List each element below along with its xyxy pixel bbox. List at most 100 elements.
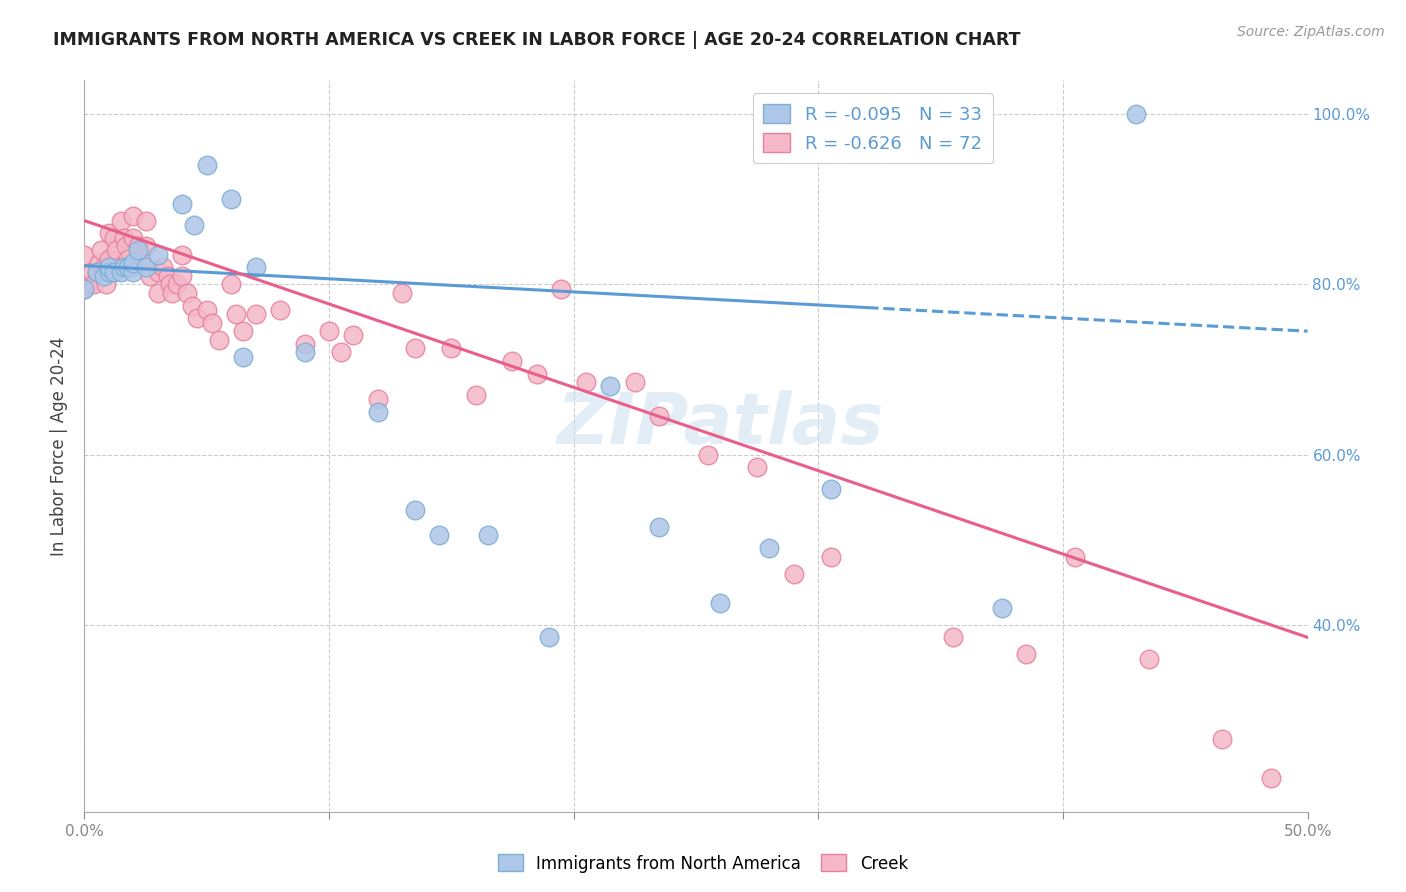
- Point: [146, 247, 169, 261]
- Point: [820, 482, 842, 496]
- Point: [1260, 771, 1282, 785]
- Point: [1137, 651, 1160, 665]
- Legend: R = -0.095   N = 33, R = -0.626   N = 72: R = -0.095 N = 33, R = -0.626 N = 72: [752, 93, 993, 163]
- Point: [208, 333, 231, 347]
- Point: [73, 282, 96, 296]
- Point: [181, 299, 204, 313]
- Point: [820, 549, 842, 564]
- Point: [129, 252, 152, 266]
- Text: IMMIGRANTS FROM NORTH AMERICA VS CREEK IN LABOR FORCE | AGE 20-24 CORRELATION CH: IMMIGRANTS FROM NORTH AMERICA VS CREEK I…: [53, 31, 1021, 49]
- Point: [648, 520, 671, 534]
- Point: [93, 260, 115, 275]
- Point: [219, 277, 242, 292]
- Point: [1015, 648, 1038, 662]
- Point: [122, 256, 145, 270]
- Point: [294, 337, 316, 351]
- Text: Source: ZipAtlas.com: Source: ZipAtlas.com: [1237, 25, 1385, 39]
- Point: [404, 503, 426, 517]
- Point: [225, 307, 247, 321]
- Point: [97, 260, 120, 275]
- Point: [942, 631, 965, 645]
- Point: [135, 213, 157, 227]
- Point: [103, 230, 125, 244]
- Y-axis label: In Labor Force | Age 20-24: In Labor Force | Age 20-24: [51, 336, 69, 556]
- Point: [783, 566, 806, 581]
- Point: [747, 460, 769, 475]
- Point: [110, 265, 132, 279]
- Point: [80, 265, 103, 279]
- Point: [86, 265, 108, 279]
- Point: [1125, 107, 1147, 121]
- Point: [117, 252, 139, 266]
- Point: [219, 192, 242, 206]
- Point: [117, 260, 139, 275]
- Point: [166, 277, 188, 292]
- Point: [172, 196, 194, 211]
- Point: [758, 541, 780, 555]
- Point: [172, 247, 194, 261]
- Point: [318, 324, 340, 338]
- Point: [112, 260, 135, 275]
- Point: [135, 239, 157, 253]
- Point: [464, 388, 486, 402]
- Point: [502, 354, 524, 368]
- Legend: Immigrants from North America, Creek: Immigrants from North America, Creek: [492, 847, 914, 880]
- Point: [991, 600, 1014, 615]
- Point: [1211, 732, 1233, 747]
- Point: [97, 227, 120, 241]
- Point: [105, 244, 128, 258]
- Point: [404, 341, 426, 355]
- Point: [342, 328, 364, 343]
- Point: [526, 367, 548, 381]
- Point: [269, 302, 291, 317]
- Point: [440, 341, 463, 355]
- Point: [599, 379, 621, 393]
- Point: [127, 239, 149, 253]
- Point: [367, 405, 389, 419]
- Point: [183, 218, 205, 232]
- Point: [477, 528, 499, 542]
- Point: [330, 345, 353, 359]
- Point: [146, 285, 169, 300]
- Point: [90, 244, 112, 258]
- Point: [186, 311, 208, 326]
- Point: [77, 277, 100, 292]
- Point: [232, 324, 254, 338]
- Point: [115, 239, 138, 253]
- Point: [367, 392, 389, 407]
- Point: [139, 268, 162, 283]
- Point: [96, 277, 118, 292]
- Point: [1064, 549, 1087, 564]
- Point: [200, 316, 222, 330]
- Point: [176, 285, 198, 300]
- Point: [294, 345, 316, 359]
- Point: [648, 409, 671, 424]
- Point: [156, 268, 179, 283]
- Point: [73, 282, 96, 296]
- Point: [146, 265, 169, 279]
- Point: [245, 260, 267, 275]
- Point: [86, 265, 108, 279]
- Point: [83, 277, 105, 292]
- Point: [107, 260, 129, 275]
- Point: [232, 350, 254, 364]
- Point: [391, 285, 413, 300]
- Point: [97, 265, 120, 279]
- Point: [73, 247, 96, 261]
- Point: [120, 260, 142, 275]
- Point: [152, 260, 174, 275]
- Point: [709, 596, 731, 610]
- Point: [550, 282, 572, 296]
- Point: [112, 230, 135, 244]
- Point: [122, 210, 145, 224]
- Point: [162, 285, 184, 300]
- Point: [87, 256, 110, 270]
- Point: [538, 631, 561, 645]
- Point: [97, 252, 120, 266]
- Text: ZIPatlas: ZIPatlas: [557, 390, 884, 458]
- Point: [427, 528, 450, 542]
- Point: [245, 307, 267, 321]
- Point: [103, 265, 125, 279]
- Point: [195, 302, 218, 317]
- Point: [110, 213, 132, 227]
